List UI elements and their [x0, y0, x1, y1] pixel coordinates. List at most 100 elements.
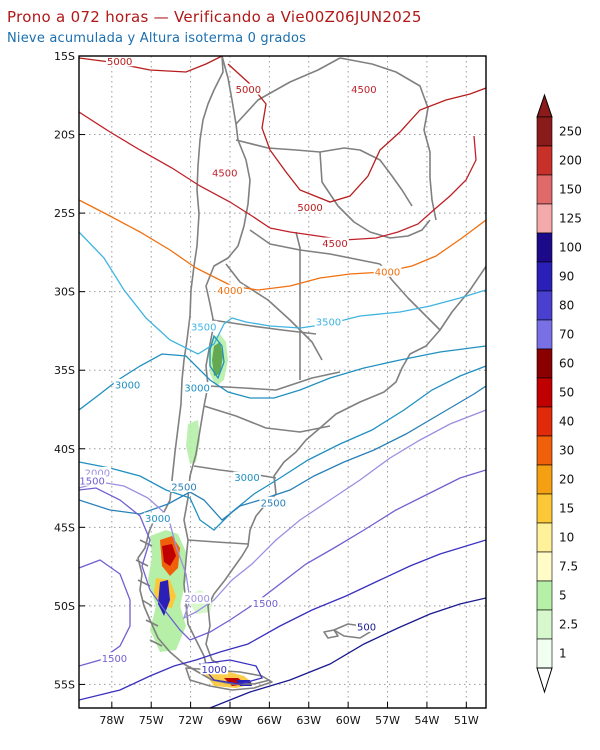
- coastline-atlantic: [205, 264, 486, 669]
- contour-3000-south: [79, 365, 486, 531]
- isotherm-label-bg: [373, 265, 402, 277]
- lat-tick-label: 35S: [54, 364, 75, 377]
- colorbar-label: 90: [559, 270, 574, 284]
- isotherm-label-bg: [200, 663, 229, 675]
- falkland-west: [323, 629, 339, 639]
- contour-4000: [79, 199, 486, 291]
- isotherm-label: 1500: [79, 476, 104, 487]
- province-border-7: [187, 539, 249, 545]
- border-bolivia-north: [235, 57, 341, 125]
- isotherm-label: 2500: [261, 498, 286, 509]
- colorbar-bin: [536, 493, 553, 524]
- isotherm-label-bg: [189, 320, 218, 332]
- province-border-5: [203, 405, 331, 433]
- isotherm-label-bg: [113, 378, 142, 390]
- contour-1000-loop: [198, 659, 263, 685]
- isotherm-label: 2500: [171, 483, 196, 494]
- colorbar-lower-arrow: [536, 667, 553, 694]
- lat-tick-label: 30S: [54, 286, 75, 299]
- isotherm-label: 3000: [145, 514, 170, 525]
- contour-4500-north: [79, 111, 271, 229]
- isotherm-label: 1500: [102, 654, 127, 665]
- lat-tick-label: 45S: [54, 521, 75, 534]
- colorbar-bin: [536, 551, 553, 582]
- isotherm-label-bg: [79, 474, 106, 486]
- isotherm-label-bg: [143, 512, 172, 524]
- lat-tick-label: 55S: [54, 678, 75, 691]
- colorbar-label: 30: [559, 444, 574, 458]
- colorbar-bin: [536, 145, 553, 176]
- isotherm-label-bg: [314, 316, 343, 328]
- contour-5000-central: [227, 63, 486, 203]
- colorbar-bin: [536, 348, 553, 379]
- colorbar-bin: [536, 290, 553, 321]
- colorbar-bin: [536, 203, 553, 234]
- isotherm-label-bg: [210, 166, 239, 178]
- isotherm-label-bg: [183, 382, 211, 394]
- lon-tick-label: 51W: [454, 714, 479, 727]
- colorbar-bin: [536, 406, 553, 437]
- colorbar-bin: [536, 261, 553, 292]
- snow-colorbar: 250 200 150 125 100 90 80 70 60 50 40 30 20 15 10 7.5 5 2…: [536, 93, 582, 694]
- isotherm-label: 5000: [297, 203, 322, 214]
- contour-1000: [79, 539, 486, 701]
- colorbar-label: 250: [559, 125, 582, 139]
- border-paraguay: [319, 151, 431, 239]
- map-subtitle: Nieve acumulada y Altura isoterma 0 grad…: [7, 31, 307, 46]
- province-border-3: [211, 319, 317, 335]
- isotherm-label-bg: [350, 83, 378, 95]
- lat-tick-label: 50S: [54, 600, 75, 613]
- snow-core-central-andes: [212, 342, 223, 376]
- colorbar-label: 70: [559, 328, 574, 342]
- contour-3500: [79, 231, 486, 355]
- colorbar-label: 7.5: [559, 560, 578, 574]
- colorbar-bin: [536, 377, 553, 408]
- land-boundaries: [135, 56, 486, 691]
- isotherm-label: 3500: [316, 318, 341, 329]
- lat-tick-label: 25S: [54, 207, 75, 220]
- isotherm-label: 5000: [236, 85, 261, 96]
- lon-tick-label: 63W: [296, 714, 321, 727]
- colorbar-label: 100: [559, 241, 582, 255]
- isotherm-label: 3000: [115, 380, 140, 391]
- colorbar-bin: [536, 116, 553, 147]
- isotherm-label: 3000: [234, 473, 259, 484]
- colorbar-bin: [536, 232, 553, 263]
- lon-tick-label: 54W: [414, 714, 439, 727]
- border-bolivia-argentina: [235, 139, 413, 207]
- colorbar-label: 1: [559, 647, 567, 661]
- colorbar-bin: [536, 609, 553, 640]
- colorbar-bin: [536, 580, 553, 611]
- colorbar-bin: [536, 319, 553, 350]
- colorbar-bin: [536, 464, 553, 495]
- province-border-2: [225, 263, 323, 361]
- isotherm-label: 3500: [191, 322, 216, 333]
- colorbar-upper-arrow: [536, 93, 553, 118]
- contour-5000-north: [79, 56, 223, 73]
- isotherm-label: 500: [357, 622, 376, 633]
- contour-3000: [79, 345, 486, 411]
- colorbar-label: 20: [559, 473, 574, 487]
- lat-tick-label: 40S: [54, 443, 75, 456]
- contour-500: [209, 597, 486, 708]
- map-title: Prono a 072 horas — Verificando a Vie00Z…: [7, 8, 422, 26]
- graticule: [79, 56, 486, 708]
- border-brazil: [339, 57, 437, 221]
- isotherm-label: 1500: [253, 599, 278, 610]
- colorbar-label: 40: [559, 415, 574, 429]
- snow-core-purple: [158, 580, 170, 616]
- snow-core-red: [162, 544, 176, 566]
- isotherm-label-bg: [170, 481, 198, 493]
- snow-accumulation-shading: [148, 334, 254, 688]
- isotherm-label-bg: [355, 620, 378, 632]
- colorbar-label: 2.5: [559, 618, 578, 632]
- isotherm-label-bg: [233, 471, 261, 483]
- lon-tick-label: 66W: [257, 714, 282, 727]
- contour-1500: [79, 469, 486, 641]
- province-border-4: [207, 371, 341, 391]
- lon-tick-label: 69W: [218, 714, 243, 727]
- colorbar-label: 80: [559, 299, 574, 313]
- lon-tick-label: 75W: [139, 714, 164, 727]
- isotherm-label-bg: [183, 592, 211, 604]
- map-background: [79, 56, 486, 708]
